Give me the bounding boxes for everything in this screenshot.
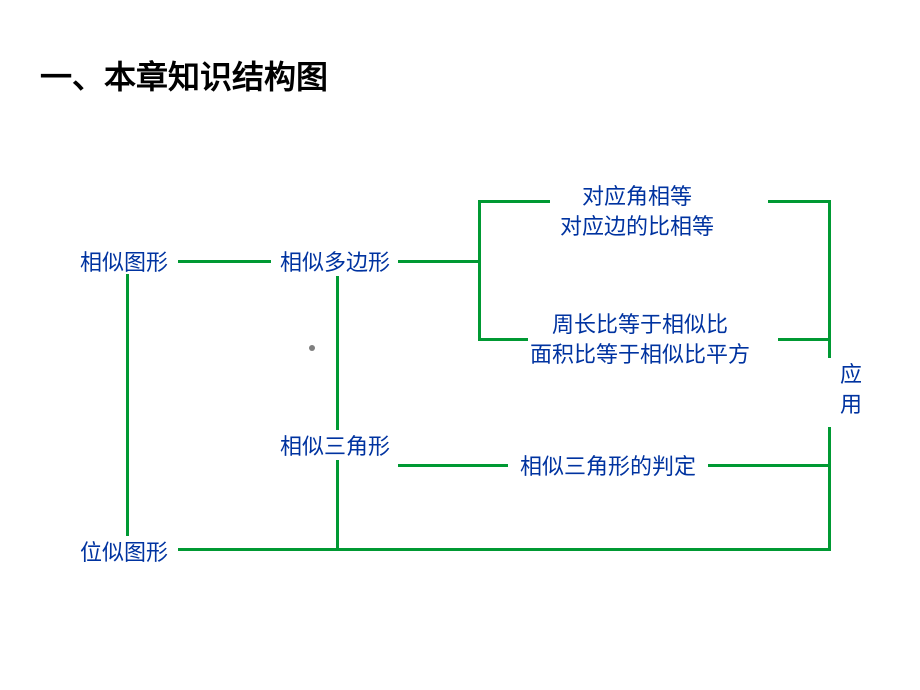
connector-line	[478, 200, 550, 203]
node-prop-angle-side: 对应角相等 对应边的比相等	[560, 182, 714, 241]
connector-line	[768, 200, 830, 203]
connector-line	[398, 260, 478, 263]
node-triangle-determine: 相似三角形的判定	[520, 452, 696, 482]
connector-line	[478, 200, 481, 340]
connector-line	[478, 338, 528, 341]
connector-line	[126, 274, 129, 536]
node-homothetic-figure: 位似图形	[80, 538, 168, 568]
slide-marker-icon	[309, 345, 315, 351]
page-title: 一、本章知识结构图	[40, 52, 328, 98]
connector-line	[778, 338, 830, 341]
node-similar-polygon: 相似多边形	[280, 248, 390, 278]
connector-line	[398, 464, 508, 467]
diagram-canvas: 一、本章知识结构图 相似图形 相似多边形 对应角相等 对应边的比相等 周长比等于…	[0, 0, 920, 690]
connector-line	[336, 276, 339, 430]
connector-line	[178, 548, 830, 551]
node-application: 应 用	[840, 360, 862, 419]
connector-line	[336, 460, 339, 550]
connector-line	[708, 464, 830, 467]
node-prop-ratio: 周长比等于相似比 面积比等于相似比平方	[530, 310, 750, 369]
connector-line	[178, 260, 271, 263]
node-similar-figure: 相似图形	[80, 248, 168, 278]
connector-line	[828, 200, 831, 358]
connector-line	[828, 427, 831, 551]
node-similar-triangle: 相似三角形	[280, 432, 390, 462]
